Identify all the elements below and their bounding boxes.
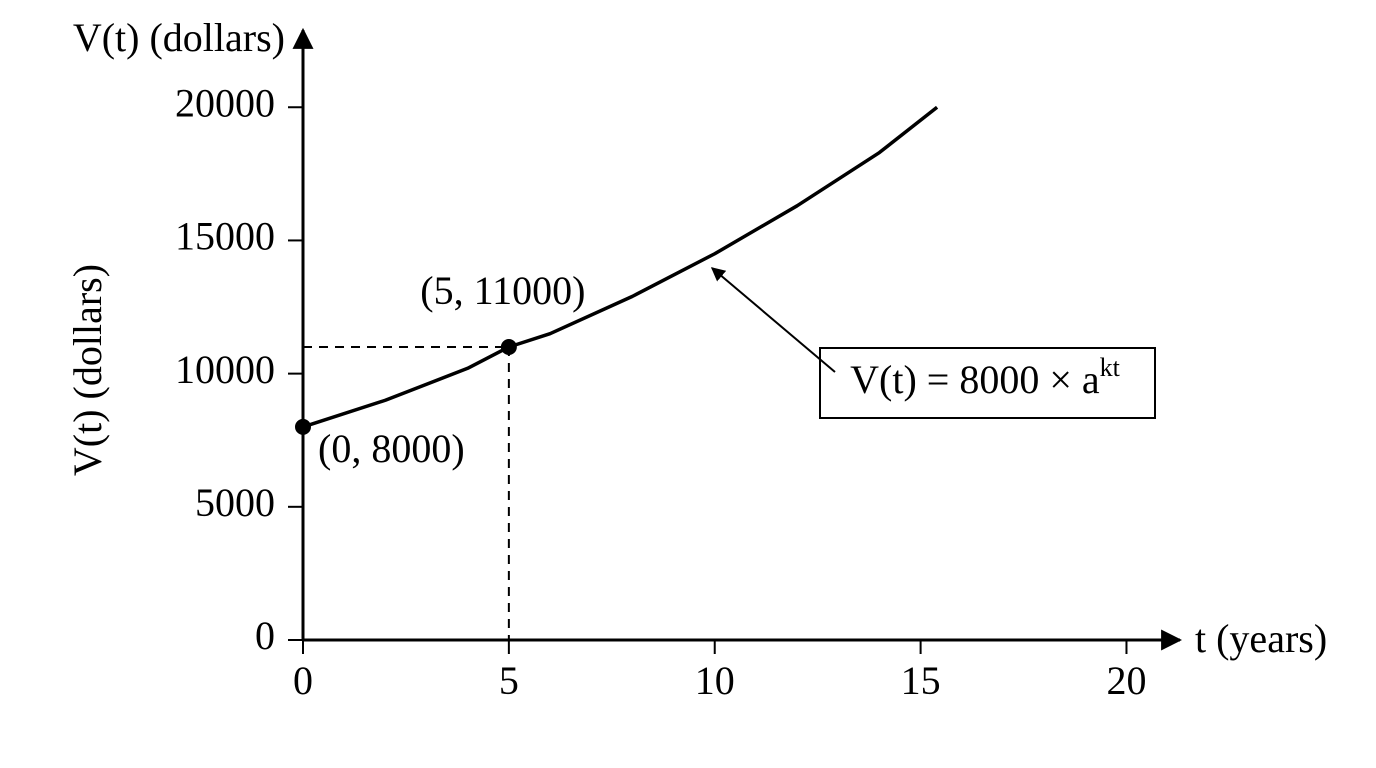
- curve: [302, 105, 939, 429]
- x-tick-label: 10: [695, 658, 735, 703]
- annotation-exponent: kt: [1100, 353, 1121, 382]
- point-label: (5, 11000): [420, 268, 585, 313]
- y-tick-label: 10000: [175, 347, 275, 392]
- y-axis-title-top: V(t) (dollars): [73, 15, 285, 60]
- point: [295, 418, 311, 435]
- point: [500, 338, 517, 355]
- x-axis-title: t (years): [1195, 616, 1327, 661]
- annotation-box: [819, 347, 1156, 419]
- x-tick-label: 5: [499, 658, 519, 703]
- y-tick-label: 5000: [195, 480, 275, 525]
- y-tick-label: 20000: [175, 80, 275, 125]
- y-tick-label: 15000: [175, 214, 275, 259]
- annotation-base: V(t) = 8000 × a: [850, 357, 1100, 402]
- x-tick-label: 20: [1106, 658, 1146, 703]
- annotation: V(t) = 8000 × akt: [850, 353, 1121, 402]
- x-tick-label: 15: [901, 658, 941, 703]
- point-label: (0, 8000): [318, 426, 465, 471]
- annotation-arrow: [710, 267, 836, 373]
- x-tick-label: 0: [293, 658, 313, 703]
- y-tick-label: 0: [255, 613, 275, 658]
- y-axis-title: V(t) (dollars): [65, 264, 110, 476]
